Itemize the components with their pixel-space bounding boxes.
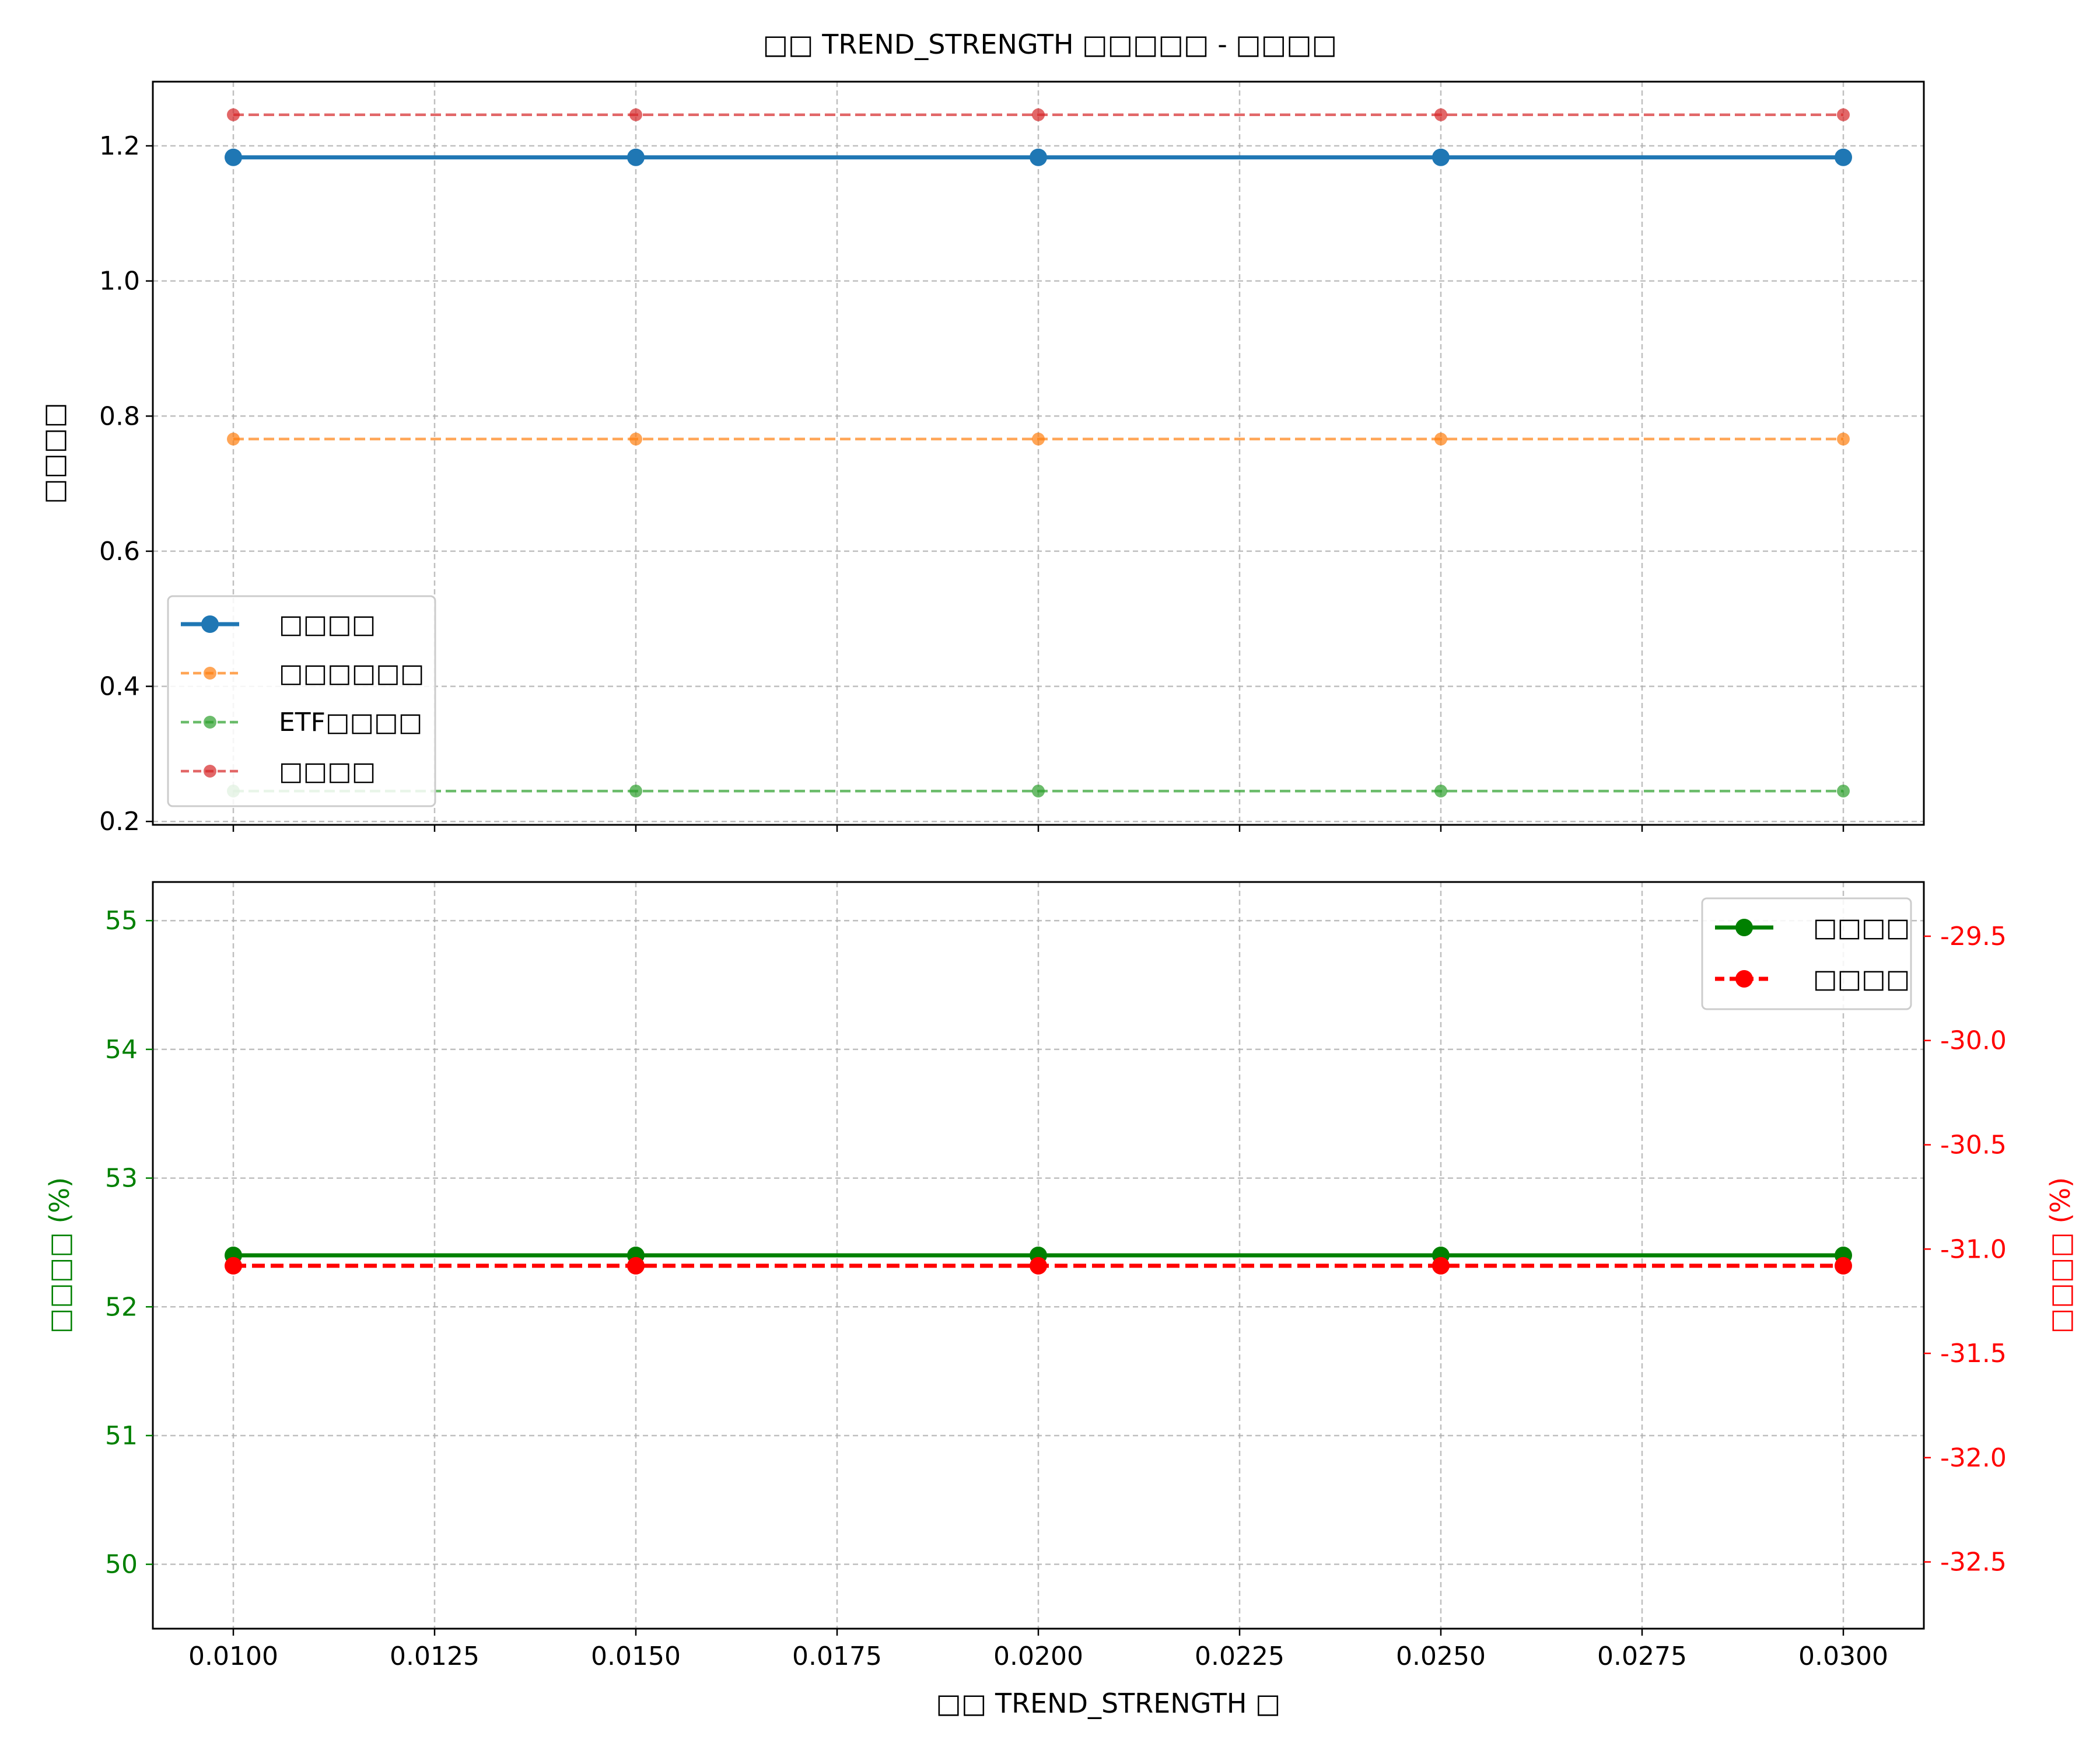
- data-point: [1030, 1256, 1047, 1275]
- legend-label: ETF□□□□: [279, 708, 422, 737]
- data-point: [1432, 1256, 1450, 1275]
- x-tick-label: 0.0250: [1396, 1642, 1486, 1671]
- data-point: [1032, 785, 1045, 798]
- data-point: [227, 108, 240, 121]
- data-point: [1434, 108, 1447, 121]
- y-tick-label: 1.0: [99, 267, 140, 296]
- data-point: [1030, 148, 1047, 166]
- data-point: [1835, 148, 1852, 166]
- y-axis-label: □□□□: [38, 402, 69, 504]
- chart-title: □□ TREND_STRENGTH □□□□□ - □□□□: [763, 29, 1338, 60]
- legend-marker: [204, 765, 216, 778]
- data-point: [1032, 432, 1045, 446]
- y-tick-label-left: 55: [105, 906, 138, 936]
- legend-marker: [201, 615, 219, 633]
- data-point: [225, 1256, 242, 1275]
- legend-marker: [204, 716, 216, 729]
- y-tick-label-left: 50: [105, 1550, 138, 1580]
- x-tick-label: 0.0200: [993, 1642, 1083, 1671]
- x-tick-label: 0.0275: [1597, 1642, 1687, 1671]
- data-point: [629, 432, 642, 446]
- y-tick-label-left: 52: [105, 1292, 138, 1322]
- x-tick-label: 0.0100: [188, 1642, 278, 1671]
- x-tick-label: 0.0175: [792, 1642, 882, 1671]
- data-point: [1432, 148, 1450, 166]
- y-tick-label-right: -30.0: [1940, 1026, 2007, 1056]
- data-point: [1837, 785, 1850, 798]
- y-axis-label-right: □□□□ (%): [2045, 1177, 2076, 1334]
- y-tick-label-right: -32.0: [1940, 1443, 2007, 1473]
- data-point: [627, 148, 645, 166]
- legend-label: □□□□: [1813, 964, 1910, 994]
- data-point: [627, 1256, 645, 1275]
- y-tick-label-right: -32.5: [1940, 1548, 2007, 1577]
- legend-label: □□□□: [279, 610, 376, 639]
- x-tick-label: 0.0125: [390, 1642, 480, 1671]
- data-point: [1835, 1256, 1852, 1275]
- data-point: [1032, 108, 1045, 121]
- legend-box: [167, 595, 436, 807]
- data-point: [629, 108, 642, 121]
- x-tick-label: 0.0225: [1195, 1642, 1284, 1671]
- y-tick-label-left: 53: [105, 1164, 138, 1194]
- bottom-panel: 50 51 52 53 54 55 -32.5 -32.0 -31.5 -31.0 -30.5 -30…: [44, 881, 2076, 1719]
- y-tick-label: 0.6: [99, 537, 140, 566]
- legend-marker: [1735, 970, 1753, 988]
- y-tick-label: 1.2: [99, 131, 140, 161]
- data-point: [629, 785, 642, 798]
- legend-marker: [204, 667, 216, 680]
- data-point: [1837, 108, 1850, 121]
- y-tick-label-right: -29.5: [1940, 922, 2007, 951]
- data-point: [1837, 432, 1850, 446]
- data-point: [225, 148, 242, 166]
- y-tick-label: 0.2: [99, 807, 140, 836]
- x-tick-label: 0.0300: [1798, 1642, 1888, 1671]
- y-tick-label-left: 51: [105, 1421, 138, 1451]
- legend-label: □□□□: [279, 757, 376, 786]
- legend-label: □□□□□□: [279, 659, 424, 688]
- legend-label: □□□□: [1813, 913, 1910, 943]
- legend-marker: [1735, 919, 1753, 936]
- y-tick-label: 0.4: [99, 672, 140, 702]
- data-point: [227, 432, 240, 446]
- y-tick-label: 0.8: [99, 401, 140, 431]
- top-panel: 0.20.40.60.81.01.2□□□□□□□□□□□□□□ETF□□□□□…: [38, 80, 1925, 836]
- y-tick-label-right: -31.5: [1940, 1339, 2007, 1368]
- y-tick-label-right: -30.5: [1940, 1130, 2007, 1160]
- y-tick-label-right: -31.0: [1940, 1234, 2007, 1264]
- y-axis-label-left: □□□□ (%): [44, 1177, 75, 1334]
- data-point: [1434, 432, 1447, 446]
- x-axis-label: □□ TREND_STRENGTH □: [936, 1688, 1280, 1719]
- data-point: [1434, 785, 1447, 798]
- x-tick-label: 0.0150: [591, 1642, 681, 1671]
- y-tick-label-left: 54: [105, 1035, 138, 1065]
